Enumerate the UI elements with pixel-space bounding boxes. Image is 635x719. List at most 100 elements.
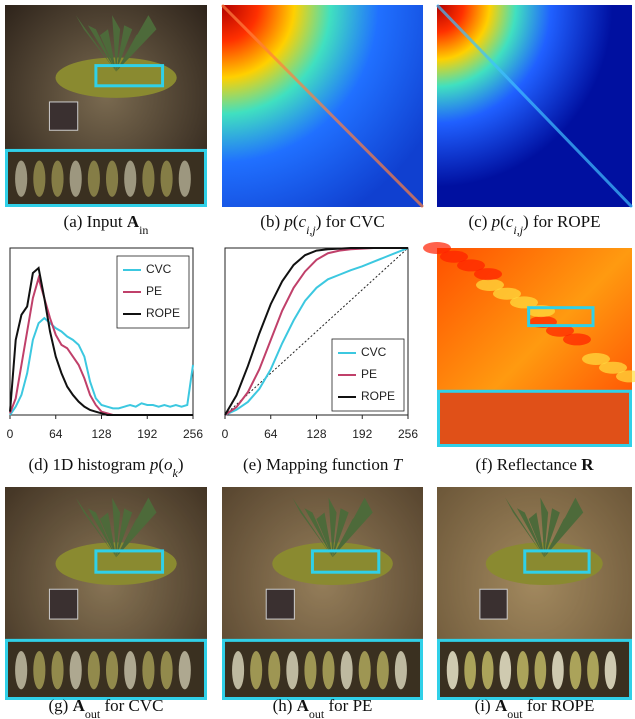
inset-leaf — [15, 160, 28, 197]
caption-part: p — [491, 212, 501, 231]
inset-leaf — [33, 160, 46, 197]
caption-part: (a) Input — [64, 212, 127, 231]
caption-part: o — [164, 455, 173, 474]
pot — [55, 57, 177, 98]
series-line — [224, 247, 408, 416]
leaf — [505, 497, 545, 558]
photo — [222, 487, 423, 700]
x-tick-label: 128 — [306, 427, 326, 441]
inset-leaf — [87, 160, 100, 197]
legend-label: ROPE — [361, 389, 395, 403]
heatmap-diagonal — [435, 3, 634, 209]
caption-part: ( — [500, 212, 506, 231]
x-tick-label: 0 — [222, 427, 229, 441]
caption: (g) Aout for CVC — [49, 696, 164, 719]
caption-part: c — [299, 212, 307, 231]
leaf — [544, 497, 584, 558]
caption-part: for CVC — [100, 696, 163, 715]
leaf — [544, 508, 560, 558]
reflectance-patch — [440, 250, 468, 263]
leaf — [304, 508, 333, 558]
caption-part: out — [85, 707, 101, 719]
leaf — [528, 512, 545, 558]
caption: (f) Reflectance R — [476, 455, 595, 474]
leaf — [112, 497, 121, 558]
caption-part: A — [127, 212, 140, 231]
leaf — [87, 508, 117, 558]
leaf — [116, 508, 133, 558]
series-line — [224, 247, 409, 416]
inset-leaf — [124, 160, 137, 197]
leaf — [116, 15, 157, 72]
leaf — [75, 497, 117, 558]
inset-leaf — [552, 651, 564, 690]
pot — [55, 542, 177, 585]
caption-part: (f) Reflectance — [476, 455, 582, 474]
inset-leaf — [124, 651, 137, 690]
inset-leaf — [106, 160, 119, 197]
roi-box — [310, 549, 381, 574]
caption-part: A — [495, 696, 508, 715]
inset-leaf — [160, 160, 173, 197]
x-tick-label: 64 — [49, 427, 63, 441]
inset-leaf — [178, 160, 191, 197]
inset-leaf — [340, 651, 353, 690]
roi-box — [527, 306, 595, 328]
inset-leaf — [142, 651, 155, 690]
inset-leaf — [499, 651, 512, 690]
caption-part: ) — [178, 455, 184, 474]
caption-part: i,j — [513, 223, 523, 237]
caption: (d) 1D histogram p(ok) — [28, 455, 183, 480]
caption-part: i,j — [306, 223, 316, 237]
inset-leaf — [268, 651, 281, 690]
caption-part: ) for ROPE — [523, 212, 600, 231]
identity-line — [224, 247, 409, 416]
leaf — [116, 497, 157, 558]
caption-part: (c) — [469, 212, 492, 231]
inset-leaf — [376, 651, 389, 690]
x-tick-label: 64 — [264, 427, 278, 441]
inset — [437, 389, 632, 447]
inset-leaf — [481, 651, 494, 690]
caption-part: (e) Mapping function — [243, 455, 393, 474]
caption: (i) Aout for ROPE — [475, 696, 595, 719]
photo — [437, 487, 632, 700]
leaf — [316, 512, 333, 558]
inset-leaf — [160, 651, 173, 690]
caption: (h) Aout for PE — [273, 696, 373, 719]
caption-part: out — [507, 707, 523, 719]
reflectance-patch — [423, 242, 451, 254]
inset-leaf — [464, 651, 476, 690]
heatmap-diagonal — [220, 3, 425, 209]
x-tick-label: 256 — [183, 427, 203, 441]
leaf — [87, 25, 117, 72]
caption-part: ( — [293, 212, 299, 231]
inset-leaf — [516, 651, 529, 690]
roi-box — [94, 64, 165, 88]
caption-part: in — [139, 223, 148, 237]
inset-leaf — [106, 651, 119, 690]
leaf — [99, 29, 117, 72]
inset-leaf — [358, 651, 371, 690]
caption: (b) p(ci,j) for CVC — [260, 212, 384, 237]
caption-part: (g) — [49, 696, 73, 715]
caption-part: for ROPE — [523, 696, 595, 715]
caption-part: for PE — [324, 696, 372, 715]
color-checker — [479, 588, 508, 620]
inset-leaf — [15, 651, 28, 690]
reflectance-patch — [582, 353, 610, 365]
caption-part: c — [506, 212, 514, 231]
legend-label: CVC — [146, 262, 172, 276]
caption: (e) Mapping function T — [243, 455, 404, 474]
inset-leaf — [178, 651, 191, 690]
caption-part: p — [283, 212, 293, 231]
leaf — [292, 497, 333, 558]
caption-part: T — [393, 455, 404, 474]
legend-label: ROPE — [146, 306, 180, 320]
inset-leaf — [232, 651, 245, 690]
leaf — [116, 25, 133, 72]
inset-leaf — [322, 651, 335, 690]
caption-part: k — [173, 466, 179, 480]
inset-leaf — [33, 651, 46, 690]
